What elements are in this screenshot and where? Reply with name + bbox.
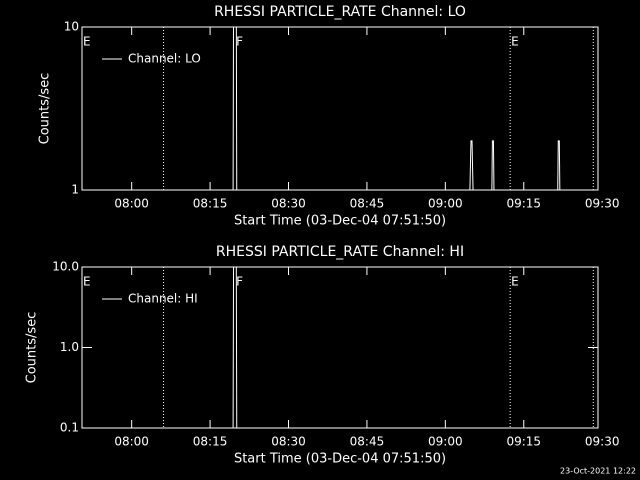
x-tick-label: 08:45 xyxy=(350,435,385,449)
annotation: F xyxy=(236,35,243,49)
x-tick-label: 08:15 xyxy=(193,197,228,211)
y-axis-label: Counts/sec xyxy=(38,73,53,145)
x-tick-label: 09:30 xyxy=(585,435,620,449)
x-tick-label: 09:30 xyxy=(585,197,620,211)
x-tick-label: 08:00 xyxy=(114,435,149,449)
annotation: F xyxy=(236,275,243,289)
x-tick-label: 08:45 xyxy=(350,197,385,211)
y-tick-label: 0.1 xyxy=(60,421,79,435)
x-tick-label: 08:15 xyxy=(193,435,228,449)
timestamp: 23-Oct-2021 12:22 xyxy=(560,467,636,476)
plot-area xyxy=(82,27,598,190)
chart-title: RHESSI PARTICLE_RATE Channel: HI xyxy=(216,244,464,260)
data-line xyxy=(82,27,598,190)
x-tick-label: 08:30 xyxy=(271,197,306,211)
annotation: E xyxy=(83,275,91,289)
annotation: E xyxy=(83,35,91,49)
legend-label: Channel: HI xyxy=(128,292,198,306)
x-axis-label: Start Time (03-Dec-04 07:51:50) xyxy=(234,214,446,229)
x-tick-label: 09:15 xyxy=(506,435,541,449)
legend-label: Channel: LO xyxy=(128,52,201,66)
y-tick-label: 1.0 xyxy=(60,340,79,354)
x-tick-label: 09:15 xyxy=(506,197,541,211)
y-tick-label: 1 xyxy=(71,183,79,197)
y-tick-label: 10.0 xyxy=(52,260,79,274)
x-axis-label: Start Time (03-Dec-04 07:51:50) xyxy=(234,452,446,467)
x-tick-label: 08:00 xyxy=(114,197,149,211)
annotation: E xyxy=(511,35,519,49)
y-axis-label: Counts/sec xyxy=(25,312,40,384)
y-tick-label: 10 xyxy=(64,20,79,34)
annotation: E xyxy=(511,275,519,289)
data-line xyxy=(82,267,598,428)
plot-area xyxy=(82,267,598,428)
x-tick-label: 09:00 xyxy=(428,435,463,449)
x-tick-label: 08:30 xyxy=(271,435,306,449)
plot-frame xyxy=(81,26,599,191)
chart-title: RHESSI PARTICLE_RATE Channel: LO xyxy=(214,4,466,20)
x-tick-label: 09:00 xyxy=(428,197,463,211)
